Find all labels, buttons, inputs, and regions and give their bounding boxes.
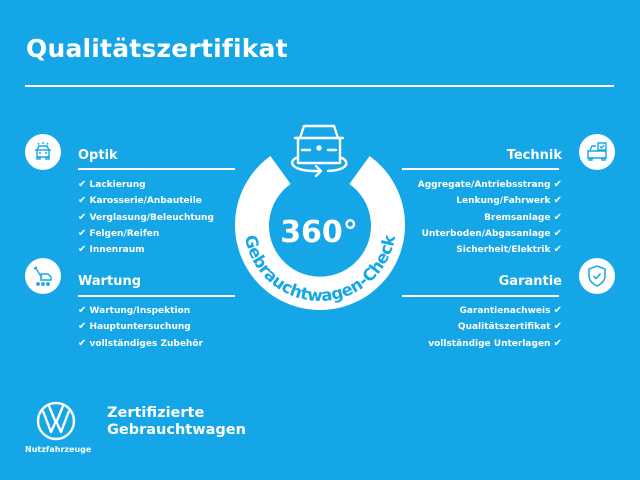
- optik-icon-badge: [25, 134, 61, 170]
- garantie-divider: [402, 295, 559, 297]
- checklist-item-label: Aggregate/Antriebsstrang: [417, 180, 551, 190]
- title-divider: [25, 85, 614, 87]
- car-checklist-icon: [587, 142, 607, 161]
- service-tools-icon: [33, 266, 52, 286]
- wartung-list: ✔ Wartung/Inspektion ✔ Hauptuntersuchung ✔…: [78, 303, 203, 352]
- checklist-item-label: Bremsanlage: [484, 212, 551, 223]
- check-icon: ✔: [78, 337, 87, 349]
- optik-list: ✔ Lackierung ✔ Karosserie/Anbauteile ✔ Ver…: [78, 177, 214, 258]
- check-icon: ✔: [78, 244, 87, 256]
- check-icon: ✔: [553, 227, 562, 239]
- car-rotate-icon: [291, 124, 348, 178]
- check-icon: ✔: [78, 321, 87, 333]
- vw-logo: [36, 401, 76, 441]
- optik-divider: [78, 168, 235, 170]
- checklist-item: Garantienachweis ✔: [428, 303, 563, 319]
- checklist-item: ✔ Lackierung: [78, 177, 214, 193]
- technik-divider: [402, 168, 559, 170]
- badge-ring: [235, 156, 405, 311]
- garantie-icon-badge: [579, 258, 615, 294]
- checklist-item: ✔ vollständiges Zubehör: [78, 336, 203, 352]
- checklist-item: ✔ Verglasung/Beleuchtung: [78, 210, 214, 226]
- checklist-item-label: Verglasung/Beleuchtung: [89, 212, 214, 223]
- check-icon: ✔: [553, 305, 562, 316]
- checklist-item-label: vollständige Unterlagen: [428, 338, 551, 349]
- technik-heading: Technik: [506, 148, 562, 163]
- badge-value: 360°: [280, 215, 358, 250]
- checklist-item: ✔ Karosserie/Anbauteile: [78, 193, 214, 209]
- checklist-item: Unterboden/Abgasanlage ✔: [418, 226, 562, 242]
- check-icon: ✔: [78, 195, 87, 207]
- check-icon: ✔: [553, 195, 562, 207]
- checklist-item: ✔ Felgen/Reifen: [78, 226, 214, 242]
- checklist-item: vollständige Unterlagen ✔: [428, 336, 562, 352]
- check-icon: ✔: [78, 227, 87, 239]
- check-icon: ✔: [553, 337, 562, 349]
- optik-heading: Optik: [78, 148, 118, 163]
- checklist-item: ✔ Hauptuntersuchung: [78, 319, 203, 335]
- checklist-item: ✔ Innenraum: [78, 242, 214, 258]
- garantie-heading: Garantie: [498, 274, 562, 289]
- check-icon: ✔: [553, 179, 562, 190]
- check-icon: ✔: [553, 211, 562, 223]
- checklist-item: Bremsanlage ✔: [418, 210, 562, 226]
- technik-icon-badge: [579, 134, 615, 170]
- brand-line-2: Gebrauchtwagen: [107, 422, 246, 438]
- checklist-item: Lenkung/Fahrwerk ✔: [418, 193, 562, 209]
- shield-check-icon: [588, 265, 606, 287]
- checklist-item-label: Garantienachweis: [459, 306, 551, 316]
- checklist-item-label: Hauptuntersuchung: [89, 322, 191, 333]
- technik-list: Aggregate/Antriebsstrang ✔ Lenkung/Fahrwe…: [418, 177, 562, 258]
- checklist-item-label: Felgen/Reifen: [89, 228, 160, 239]
- checklist-item: Sicherheit/Elektrik ✔: [418, 242, 562, 258]
- checklist-item-label: Lackierung: [89, 180, 146, 190]
- car-front-icon: [35, 142, 51, 160]
- page-title: Qualitätszertifikat: [26, 34, 288, 63]
- wartung-divider: [78, 295, 235, 297]
- check-icon: ✔: [78, 211, 87, 223]
- check-icon: ✔: [78, 305, 87, 316]
- wartung-icon-badge: [25, 258, 61, 294]
- checklist-item: ✔ Wartung/Inspektion: [78, 303, 203, 319]
- check-icon: ✔: [553, 321, 562, 333]
- check-icon: ✔: [78, 179, 87, 190]
- badge-360: Gebrauchtwagen-Check 360°: [235, 124, 405, 311]
- checklist-item: Aggregate/Antriebsstrang ✔: [418, 177, 562, 193]
- checklist-item-label: Karosserie/Anbauteile: [89, 196, 202, 207]
- wartung-heading: Wartung: [78, 274, 142, 289]
- garantie-list: Garantienachweis ✔ Qualitätszertifikat ✔ v…: [428, 303, 562, 352]
- checklist-item-label: Innenraum: [89, 245, 145, 256]
- checklist-item-label: vollständiges Zubehör: [89, 338, 203, 349]
- check-icon: ✔: [553, 244, 562, 256]
- checklist-item-label: Qualitätszertifikat: [457, 322, 551, 333]
- checklist-item-label: Lenkung/Fahrwerk: [456, 196, 551, 207]
- brand-line-1: Zertifizierte: [107, 405, 205, 421]
- checklist-item: Qualitätszertifikat ✔: [428, 319, 562, 335]
- brand-subtitle: Nutzfahrzeuge: [25, 445, 92, 454]
- checklist-item-label: Wartung/Inspektion: [89, 306, 191, 316]
- checklist-item-label: Sicherheit/Elektrik: [456, 245, 551, 256]
- checklist-item-label: Unterboden/Abgasanlage: [421, 228, 551, 239]
